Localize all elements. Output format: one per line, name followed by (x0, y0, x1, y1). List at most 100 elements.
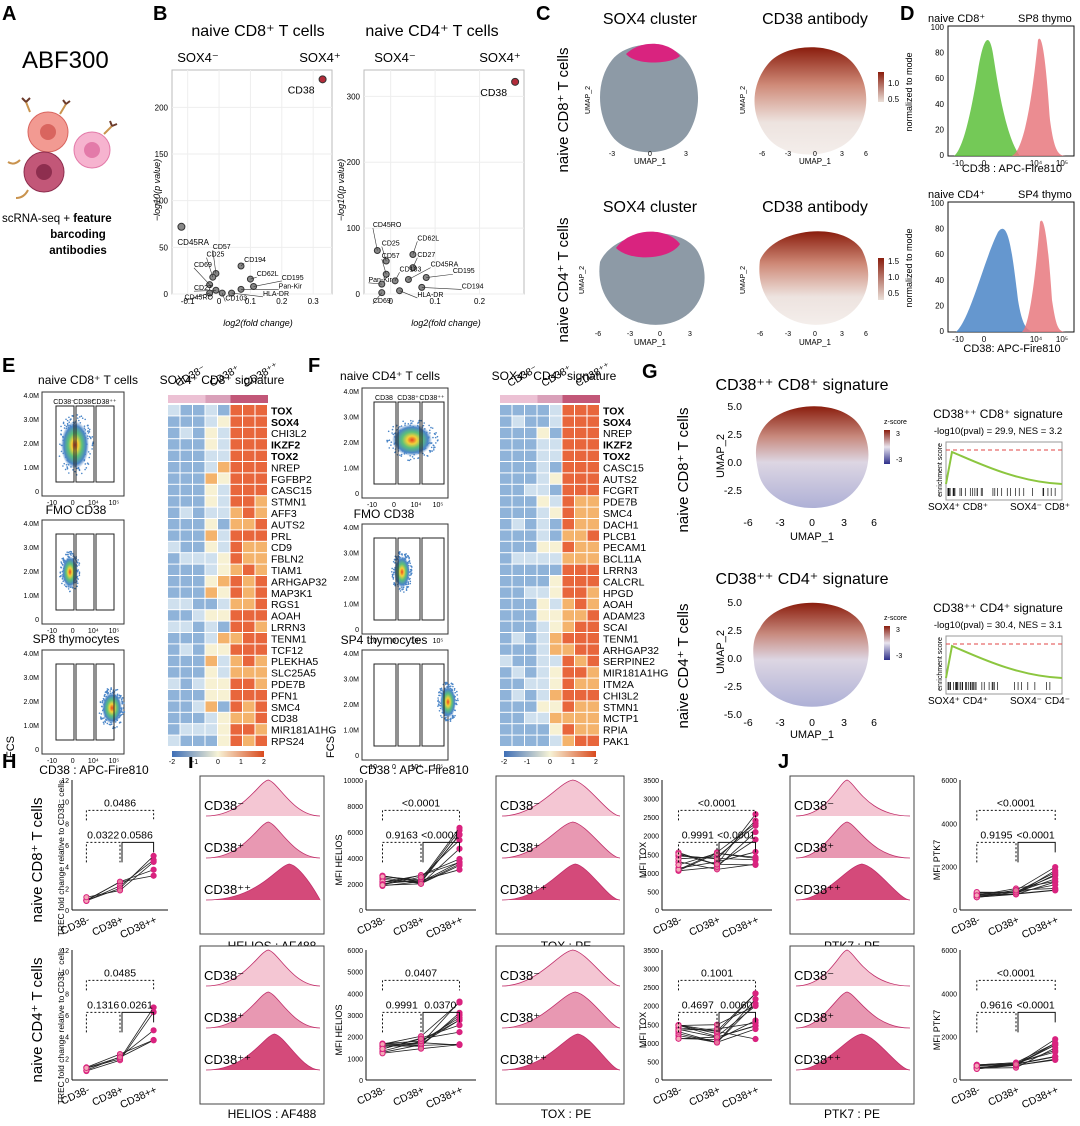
e-flow-3-density (102, 692, 122, 724)
generated-graphics: -0.1 0 0.1 0.2 0.3050100150200CD38CD45RACD57… (23, 23, 1072, 1111)
f-heat-cell (537, 633, 549, 644)
e-heat-cell (180, 416, 192, 427)
j-bot-ytick: 0 (953, 1078, 957, 1085)
e-heat-cell (230, 439, 242, 450)
f-heat-cell (525, 724, 537, 735)
g-gsea-title-1: CD38⁺⁺ CD8⁺ signature (933, 407, 1063, 421)
f-heat-cell (587, 553, 599, 564)
e-heat-cell (205, 473, 217, 484)
i-tox-top-bracket (678, 841, 718, 863)
e-heat-cell (205, 587, 217, 598)
e-thymo: SP8 thymocytes (33, 632, 120, 646)
e-flow-2-ytick: 0 (35, 617, 39, 624)
f-heat-cell (512, 462, 524, 473)
e-heat-cell (243, 598, 255, 610)
e-heat-cell (255, 576, 267, 587)
i-y-helios-1: MFI HELIOS (334, 834, 344, 885)
f-heat-cell (562, 496, 574, 507)
e-heat-scale-label: 1 (239, 759, 243, 766)
f-heat-gene-adam23: ADAM23 (603, 611, 645, 623)
i-tox-top-ytick: 1000 (643, 871, 659, 878)
b-cd4-label-pankir: Pan-Kir (368, 277, 392, 284)
e-heat-cell (255, 712, 267, 724)
b-cd8-label-cd69: CD69 (194, 262, 212, 269)
caption-4: antibodies (49, 245, 107, 257)
e-heat-cell (230, 576, 242, 587)
j-top-point (1052, 869, 1059, 876)
f-heat-cell (562, 530, 574, 541)
e-heat-cell (193, 405, 205, 416)
h-top-point (150, 872, 157, 879)
h-top-bracket (85, 841, 121, 863)
f-heat-cell (537, 496, 549, 507)
f-heat-gene-arhgap32: ARHGAP32 (603, 645, 659, 657)
f-heat-cell (562, 701, 574, 712)
e-heat-cell (243, 678, 255, 689)
c-title-2: CD38 antibody (762, 11, 868, 28)
f-heat-gene-sox4: SOX4 (603, 417, 631, 429)
e-heat-cell (180, 519, 192, 530)
j-bot-xcat: CD38++ (1020, 1084, 1061, 1111)
f-heat-cell (525, 530, 537, 541)
e-heat-gene-tox2: TOX2 (271, 451, 298, 463)
f-heat-cell (587, 405, 599, 416)
b-cd4-label-cd57: CD57 (382, 253, 400, 260)
f-heat-cell (550, 690, 562, 701)
i-helios-bot-ytick: 6000 (347, 948, 363, 955)
e-heat-cell (243, 690, 255, 701)
b-cd8-label-cd103: CD103 (225, 295, 247, 302)
h-bot-ytick: 0 (65, 1078, 69, 1085)
e-heat-cell (180, 553, 192, 564)
h-top-ytick: 12 (61, 778, 69, 785)
b-cd8-label-cd25: CD25 (207, 252, 225, 259)
g-z-hi-1: 3 (896, 431, 900, 438)
h-top-pval-left: 0.0322 (87, 829, 119, 841)
c-umap2-2: UMAP_2 (740, 86, 747, 114)
f-heat-cell (550, 427, 562, 439)
f-heat-cell (512, 553, 524, 564)
b-cd8-ytick: 100 (155, 197, 169, 206)
e-heat-cell (255, 450, 267, 461)
e-heat-cell (243, 564, 255, 575)
e-heat-cell (243, 450, 255, 461)
i-tox-bot-ytick: 0 (655, 1078, 659, 1085)
i-helios-bot-bracket (382, 979, 460, 991)
g-xtick-1: 6 (871, 517, 877, 529)
h-bot-ytick: 4 (65, 1035, 69, 1042)
d-top-right: SP8 thymo (1018, 13, 1072, 25)
b-cd4-xtick: 0 (388, 297, 393, 306)
i-tox-bot-ytick: 2000 (643, 1004, 659, 1011)
f-heat-cell (537, 678, 549, 689)
e-heat-cell (180, 633, 192, 644)
e-heat-header-cell (180, 395, 193, 403)
f-flow-2-xtick: 10⁴ (411, 638, 422, 645)
h-bot-ytick: 12 (61, 948, 69, 955)
f-heat-cell (500, 735, 512, 746)
e-heat-cell (255, 633, 267, 644)
i-y-tox-2: MFI TOX (638, 1012, 648, 1048)
i-tox-top-ytick: 2000 (643, 834, 659, 841)
f-heat-cell (587, 427, 599, 439)
f-flow-1-xtick: 0 (392, 502, 396, 509)
e-heat-title: SOX4⁺ CD8⁺ signature (160, 373, 285, 387)
e-heat-cell (218, 712, 230, 724)
f-flow-1-ytick: 0 (355, 491, 359, 498)
f-heat-scale-label: 1 (571, 759, 575, 766)
f-heat-gene-tenm1: TENM1 (603, 633, 639, 645)
panel-letter-c: C (536, 3, 550, 25)
f-heat-cell (575, 576, 587, 587)
e-heat-header-cell (243, 395, 256, 403)
panel-c: naive CD8⁺ T cells naive CD4⁺ T cells SO… (555, 11, 900, 347)
e-heat-cell (168, 507, 180, 518)
e-heat-cell (168, 598, 180, 610)
c-legend2-b: 1.0 (888, 273, 900, 282)
d-hist-green (954, 39, 1020, 156)
f-flow-1-xtick: -10 (367, 502, 377, 509)
e-heat-cell (193, 507, 205, 518)
f-heat-cell (537, 610, 549, 621)
e-heat-gene-nrep: NREP (271, 462, 300, 474)
e-heat-cell (255, 541, 267, 553)
j-bot-point (1052, 1036, 1059, 1043)
e-flow-3-xtick: 10⁴ (88, 758, 99, 765)
i-helios-top-ytick: 10000 (344, 778, 364, 785)
